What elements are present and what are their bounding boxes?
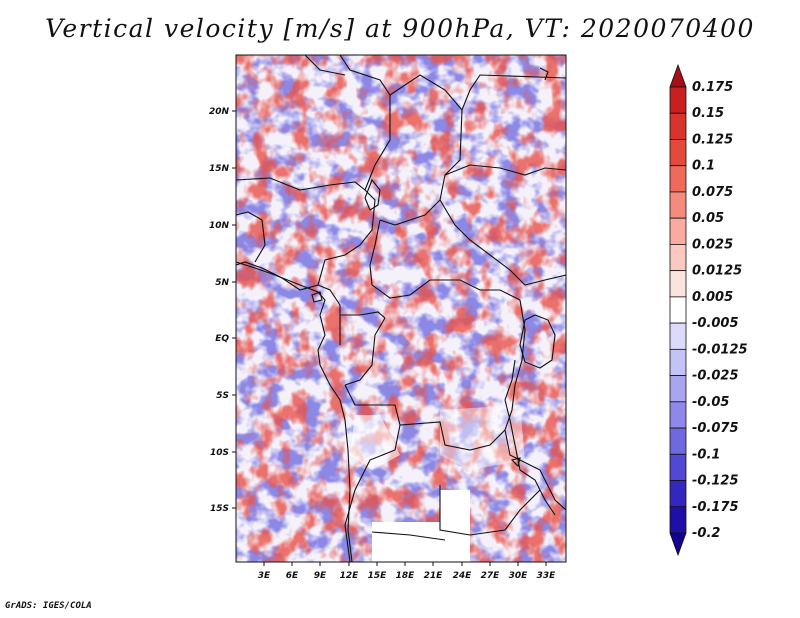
colorbar-swatch bbox=[669, 86, 687, 114]
colorbar-swatch bbox=[669, 427, 687, 455]
colorbar: 0.175 0.15 0.125 0.1 0.075 0.05 0.025 0.0125 0.0… bbox=[669, 63, 748, 557]
colorbar-swatch bbox=[669, 322, 687, 350]
lat-label: 5N bbox=[215, 278, 229, 288]
colorbar-swatch bbox=[669, 139, 687, 167]
colorbar-swatch bbox=[669, 480, 687, 508]
lat-label: 20N bbox=[209, 107, 230, 117]
lat-label: EQ bbox=[215, 334, 229, 344]
colorbar-label: 0.15 bbox=[692, 106, 724, 121]
colorbar-bottom-arrow bbox=[669, 532, 687, 557]
lon-label: 9E bbox=[314, 571, 327, 581]
colorbar-label: -0.125 bbox=[692, 474, 739, 489]
colorbar-swatch bbox=[669, 401, 687, 429]
colorbar-swatch bbox=[669, 375, 687, 403]
colorbar-label: -0.0125 bbox=[692, 342, 748, 357]
lon-label: 3E bbox=[258, 571, 271, 581]
colorbar-label: 0.005 bbox=[692, 290, 733, 305]
lon-label: 12E bbox=[340, 571, 360, 581]
lon-label: 6E bbox=[286, 571, 299, 581]
colorbar-top-arrow bbox=[669, 63, 687, 88]
lon-label: 27E bbox=[481, 571, 501, 581]
colorbar-label: -0.075 bbox=[692, 421, 739, 436]
velocity-field bbox=[236, 55, 566, 562]
country-borders bbox=[236, 55, 566, 562]
colorbar-swatch bbox=[669, 217, 687, 245]
colorbar-label: 0.0125 bbox=[692, 264, 742, 279]
colorbar-label: 0.075 bbox=[692, 185, 733, 200]
lon-label: 24E bbox=[453, 571, 473, 581]
colorbar-swatch bbox=[669, 165, 687, 193]
lat-label: 10S bbox=[210, 448, 229, 458]
map-frame bbox=[235, 54, 567, 563]
colorbar-swatch bbox=[669, 296, 687, 324]
colorbar-label: -0.1 bbox=[692, 447, 720, 462]
lat-label: 15S bbox=[210, 504, 229, 514]
coastlines bbox=[236, 67, 556, 562]
colorbar-swatch bbox=[669, 112, 687, 140]
colorbar-label: -0.2 bbox=[692, 526, 720, 541]
colorbar-label: 0.175 bbox=[692, 80, 733, 95]
latitude-axis: 20N 15N 10N 5N EQ 5S 10S 15S bbox=[209, 107, 236, 514]
grads-credit: GrADS: IGES/COLA bbox=[5, 601, 92, 611]
lon-label: 33E bbox=[537, 571, 557, 581]
lat-label: 10N bbox=[209, 221, 230, 231]
lat-label: 15N bbox=[209, 164, 230, 174]
lon-label: 21E bbox=[424, 571, 444, 581]
colorbar-label: 0.05 bbox=[692, 211, 724, 226]
colorbar-label: -0.005 bbox=[692, 316, 739, 331]
colorbar-swatch bbox=[669, 270, 687, 298]
lon-label: 15E bbox=[368, 571, 388, 581]
colorbar-label: -0.025 bbox=[692, 369, 739, 384]
colorbar-swatch bbox=[669, 348, 687, 376]
colorbar-label: 0.125 bbox=[692, 132, 733, 147]
colorbar-label: 0.025 bbox=[692, 237, 733, 252]
lat-label: 5S bbox=[216, 391, 229, 401]
chart-title: Vertical velocity [m/s] at 900hPa, VT: 2… bbox=[45, 14, 755, 43]
lon-label: 30E bbox=[509, 571, 529, 581]
colorbar-label: 0.1 bbox=[692, 159, 715, 174]
colorbar-swatch bbox=[669, 191, 687, 219]
colorbar-swatch bbox=[669, 506, 687, 534]
colorbar-swatch bbox=[669, 244, 687, 272]
colorbar-label: -0.175 bbox=[692, 500, 739, 515]
longitude-axis: 3E 6E 9E 12E 15E 18E 21E 24E 27E 30E 33E bbox=[258, 562, 556, 581]
lon-label: 18E bbox=[396, 571, 416, 581]
colorbar-swatch bbox=[669, 453, 687, 481]
colorbar-label: -0.05 bbox=[692, 395, 729, 410]
